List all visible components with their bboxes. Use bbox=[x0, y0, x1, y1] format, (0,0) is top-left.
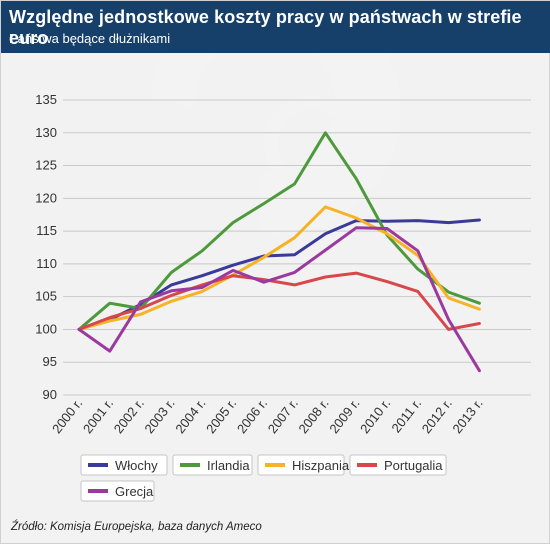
x-tick-label: 2004 r. bbox=[172, 396, 208, 437]
x-tick-label: 2007 r. bbox=[265, 396, 301, 437]
y-tick-label: 110 bbox=[36, 256, 57, 271]
y-tick-label: 135 bbox=[35, 92, 57, 107]
x-axis: 2000 r.2001 r.2002 r.2003 r.2004 r.2005 … bbox=[49, 396, 486, 437]
series-line-portugalia bbox=[77, 271, 481, 331]
legend-label: Hiszpania bbox=[292, 458, 350, 473]
x-tick-label: 2005 r. bbox=[203, 396, 239, 437]
legend-label: Portugalia bbox=[384, 458, 443, 473]
x-tick-label: 2013 r. bbox=[449, 396, 485, 437]
y-tick-label: 105 bbox=[35, 289, 57, 304]
legend-box bbox=[80, 480, 155, 502]
y-tick-label: 120 bbox=[35, 190, 57, 205]
y-tick-label: 100 bbox=[35, 321, 57, 336]
y-tick-label: 115 bbox=[36, 223, 57, 238]
y-axis: 90 95 100 105 110 115 120 125 130 135 bbox=[35, 92, 57, 402]
x-tick-label: 2006 r. bbox=[234, 396, 270, 437]
series-line-hiszpania bbox=[77, 205, 481, 331]
x-tick-label: 2002 r. bbox=[111, 396, 147, 437]
legend-label: Grecja bbox=[115, 484, 154, 499]
legend-label: Włochy bbox=[115, 458, 158, 473]
legend-box bbox=[349, 454, 447, 476]
series-line-włochy bbox=[77, 218, 481, 331]
source-note: Źródło: Komisja Europejska, baza danych … bbox=[11, 521, 262, 533]
series-lines bbox=[77, 131, 481, 373]
x-tick-label: 2003 r. bbox=[141, 396, 177, 437]
legend-item-włochy: Włochy bbox=[80, 454, 168, 476]
legend-item-portugalia: Portugalia bbox=[349, 454, 447, 476]
line-chart: 90 95 100 105 110 115 120 125 130 135 2000 r.2001… bbox=[35, 53, 531, 502]
legend-box bbox=[172, 454, 253, 476]
y-tick-label: 90 bbox=[43, 387, 57, 402]
legend-box bbox=[257, 454, 345, 476]
x-tick-label: 2011 r. bbox=[388, 396, 424, 436]
y-tick-label: 125 bbox=[35, 158, 57, 173]
y-tick-label: 130 bbox=[35, 125, 57, 140]
legend-box bbox=[80, 454, 168, 476]
legend-label: Irlandia bbox=[207, 458, 250, 473]
series-line-grecja bbox=[77, 226, 481, 373]
x-tick-label: 2009 r. bbox=[326, 396, 362, 437]
series-line-irlandia bbox=[77, 131, 481, 331]
y-tick-label: 95 bbox=[43, 354, 57, 369]
x-tick-label: 2008 r. bbox=[295, 396, 331, 437]
logo-watermark bbox=[151, 53, 401, 234]
legend-item-grecja: Grecja bbox=[80, 480, 155, 502]
legend-item-hiszpania: Hiszpania bbox=[257, 454, 350, 476]
chart-title: Względne jednostkowe koszty pracy w pańs… bbox=[9, 7, 522, 48]
x-tick-label: 2010 r. bbox=[357, 396, 393, 437]
legend-item-irlandia: Irlandia bbox=[172, 454, 253, 476]
x-tick-label: 2001 r. bbox=[80, 396, 116, 437]
legend: Włochy Irlandia Hiszpania Portugalia Grecja bbox=[80, 454, 447, 502]
chart-header: Względne jednostkowe koszty pracy w pańs… bbox=[1, 1, 550, 53]
chart-subtitle: Państwa będące dłużnikami bbox=[9, 31, 171, 46]
x-tick-label: 2012 r. bbox=[419, 396, 455, 437]
grid-lines bbox=[63, 99, 531, 396]
